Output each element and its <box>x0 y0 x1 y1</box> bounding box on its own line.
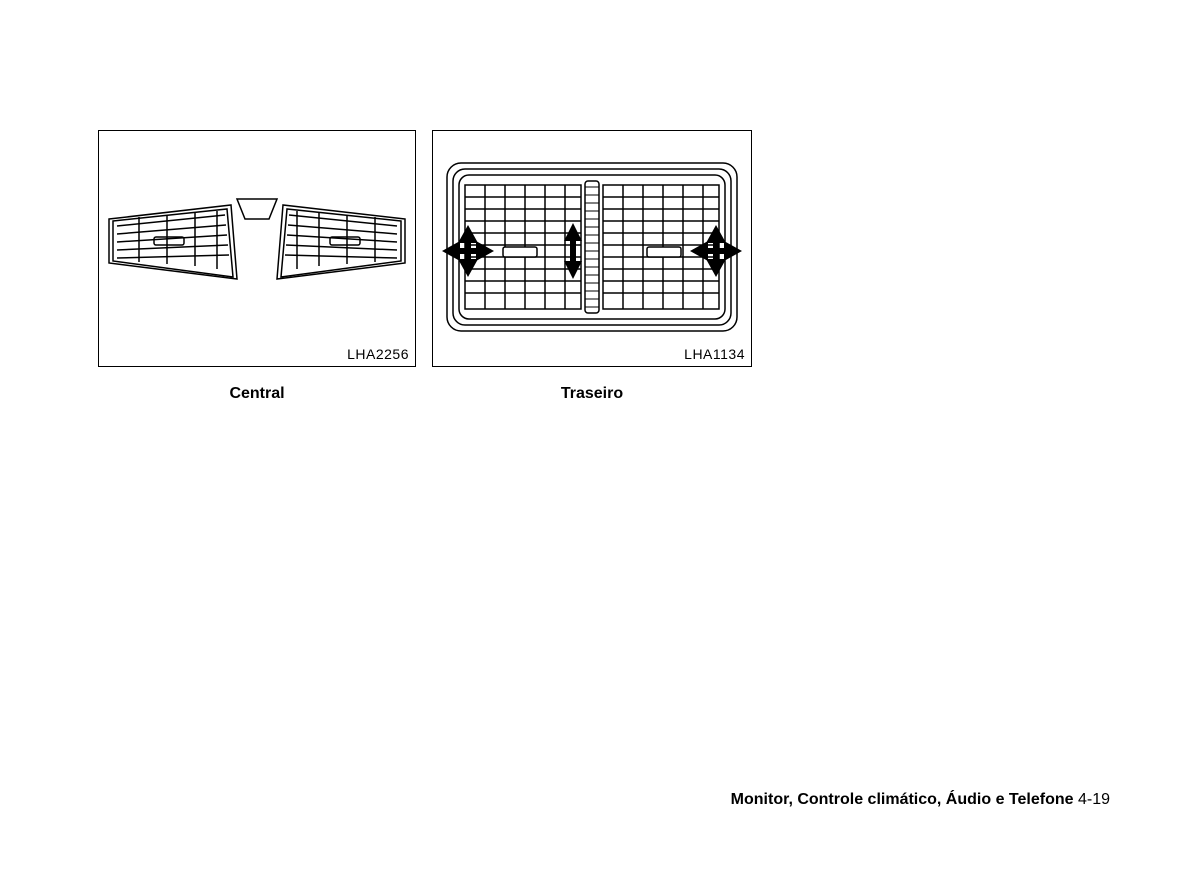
figure-id-label: LHA2256 <box>347 346 409 362</box>
figure-caption-central: Central <box>98 385 416 403</box>
figure-central-vent: LHA2256 <box>98 130 416 367</box>
footer-section-title: Monitor, Controle climático, Áudio e Tel… <box>731 791 1074 808</box>
footer-page-number: 4-19 <box>1078 791 1110 808</box>
figure-id-label: LHA1134 <box>684 346 745 362</box>
manual-page: LHA2256 Central <box>0 0 1200 869</box>
rear-vent-diagram <box>433 131 751 366</box>
figure-rear-vent: LHA1134 <box>432 130 752 367</box>
central-vent-diagram <box>99 131 415 366</box>
page-footer: Monitor, Controle climático, Áudio e Tel… <box>731 791 1110 809</box>
figure-caption-rear: Traseiro <box>432 385 752 403</box>
